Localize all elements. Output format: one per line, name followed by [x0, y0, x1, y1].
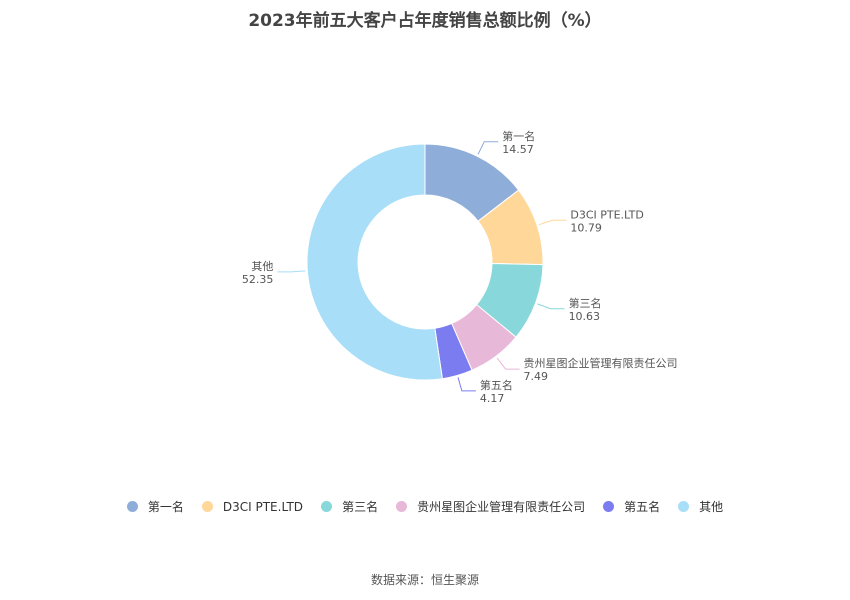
slice-name-label: D3CI PTE.LTD — [570, 208, 644, 221]
slice-name-label: 第一名 — [502, 129, 535, 143]
label-leader-line — [477, 141, 499, 155]
legend-label-2: D3CI PTE.LTD — [222, 499, 304, 514]
legend: 第一名 D3CI PTE.LTD 第三名 贵州星图企业管理有限责任公司 第五名 … — [0, 498, 850, 515]
legend-label-3: 第三名 — [342, 500, 379, 514]
legend-label-5: 第五名 — [624, 500, 661, 514]
legend-dot-4 — [396, 501, 408, 512]
legend-item-4[interactable]: 贵州星图企业管理有限责任公司 — [396, 498, 585, 515]
slice-name-label: 其他 — [251, 260, 273, 273]
label-leader-line — [537, 303, 565, 310]
slice-value-label: 10.63 — [569, 310, 601, 323]
legend-item-3[interactable]: 第三名 — [321, 498, 378, 515]
legend-dot-1 — [126, 501, 138, 512]
slice-value-label: 14.57 — [502, 143, 533, 156]
slice-name-label: 贵州星图企业管理有限责任公司 — [524, 356, 678, 370]
label-leader-line — [538, 219, 567, 226]
data-source: 数据来源：恒生聚源 — [370, 573, 479, 587]
label-leader-line — [277, 270, 306, 273]
chart-title: 2023年前五大客户占年度销售总额比例（%） — [248, 11, 602, 31]
legend-dot-6 — [678, 501, 690, 512]
slice-name-label: 第三名 — [569, 296, 602, 310]
legend-label-6: 其他 — [699, 500, 724, 514]
donut-slice[interactable] — [306, 143, 443, 381]
legend-label-1: 第一名 — [147, 500, 184, 514]
legend-dot-5 — [603, 501, 615, 512]
legend-item-5[interactable]: 第五名 — [603, 498, 660, 515]
slice-name-label: 第五名 — [480, 378, 513, 392]
legend-label-4: 贵州星图企业管理有限责任公司 — [417, 500, 586, 514]
legend-item-2[interactable]: D3CI PTE.LTD — [201, 499, 304, 514]
slice-value-label: 4.17 — [480, 392, 505, 405]
legend-item-1[interactable]: 第一名 — [126, 498, 184, 515]
legend-dot-3 — [321, 501, 333, 512]
label-leader-line — [496, 357, 520, 370]
legend-dot-2 — [201, 501, 213, 512]
label-leader-line — [457, 377, 476, 392]
slice-value-label: 52.35 — [242, 273, 274, 286]
legend-item-6[interactable]: 其他 — [678, 498, 723, 515]
slice-value-label: 7.49 — [524, 370, 549, 383]
slice-value-label: 10.79 — [570, 221, 602, 234]
